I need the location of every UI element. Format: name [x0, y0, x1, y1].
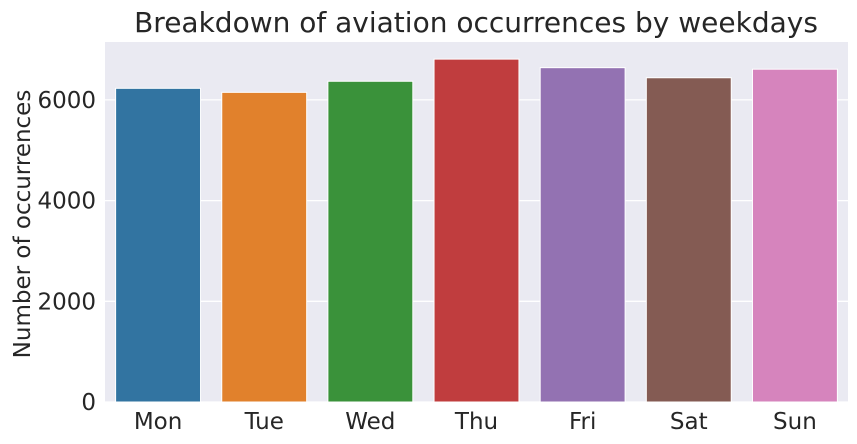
x-tick-label: Mon	[134, 409, 183, 435]
bar-tue	[221, 91, 308, 403]
y-tick-label: 6000	[37, 88, 96, 114]
y-tick-label: 2000	[37, 289, 96, 315]
bar-thu	[433, 58, 520, 403]
y-axis-ticks: 0 2000 4000 6000	[37, 88, 96, 416]
bars	[115, 58, 838, 403]
x-tick-label: Sun	[773, 409, 817, 435]
bar-sat	[645, 77, 732, 403]
x-tick-label: Sat	[670, 409, 708, 435]
x-tick-label: Fri	[569, 409, 596, 435]
bar-mon	[115, 87, 202, 403]
chart-title: Breakdown of aviation occurrences by wee…	[134, 6, 818, 39]
x-tick-label: Thu	[454, 409, 498, 435]
bar-sun	[751, 68, 838, 403]
x-axis-ticks: Mon Tue Wed Thu Fri Sat Sun	[134, 409, 817, 435]
x-tick-label: Wed	[345, 409, 395, 435]
x-tick-label: Tue	[244, 409, 284, 435]
bar-fri	[539, 67, 626, 403]
bar-wed	[327, 80, 414, 403]
y-tick-label: 0	[81, 390, 96, 416]
y-axis-label: Number of occurrences	[10, 90, 36, 359]
y-tick-label: 4000	[37, 189, 96, 215]
